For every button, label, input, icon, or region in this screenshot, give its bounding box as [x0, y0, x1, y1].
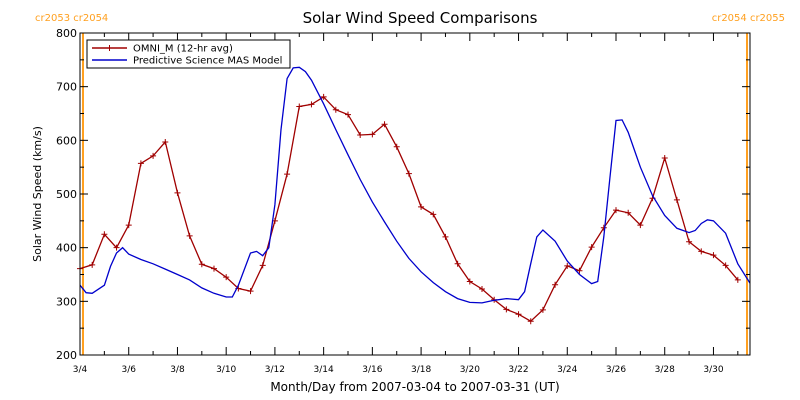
x-tick-label: 3/22 — [508, 365, 528, 375]
legend: OMNI_M (12-hr avg)Predictive Science MAS… — [86, 39, 291, 69]
omni-data-point — [637, 222, 644, 229]
omni-data-point — [734, 276, 741, 283]
y-tick-label: 200 — [56, 349, 77, 362]
omni-data-point — [527, 318, 534, 325]
omni-data-point — [698, 248, 705, 255]
x-tick-label: 3/14 — [314, 365, 334, 375]
x-axis-label: Month/Day from 2007-03-04 to 2007-03-31 … — [270, 380, 559, 394]
x-tick-label: 3/24 — [557, 365, 577, 375]
y-tick-label: 700 — [56, 81, 77, 94]
omni-data-point — [539, 306, 546, 313]
omni-data-point — [137, 160, 144, 167]
omni-data-point — [405, 170, 412, 177]
omni-data-point — [320, 93, 327, 100]
legend-marker-omni — [106, 45, 113, 51]
x-tick-label: 3/20 — [460, 365, 480, 375]
omni-data-point — [430, 211, 437, 218]
omni-data-point — [588, 244, 595, 251]
omni-data-point — [600, 224, 607, 231]
y-tick-label: 600 — [56, 134, 77, 147]
carrington-label-left: cr2053 cr2054 — [35, 13, 108, 24]
omni-data-point — [345, 111, 351, 118]
omni-data-point — [369, 131, 376, 138]
y-axis-label: Solar Wind Speed (km/s) — [31, 126, 44, 262]
omni-data-point — [661, 155, 668, 162]
omni-data-point — [442, 233, 449, 240]
x-tick-label: 3/16 — [362, 365, 382, 375]
x-tick-label: 3/4 — [73, 365, 88, 375]
omni-data-point — [564, 262, 571, 269]
chart-title: Solar Wind Speed Comparisons — [303, 9, 538, 27]
omni-data-point — [381, 121, 388, 128]
omni-data-point — [125, 222, 132, 229]
plot-frame — [79, 32, 751, 356]
omni-data-point — [418, 203, 425, 210]
omni-data-point — [89, 261, 96, 268]
x-tick-label: 3/8 — [170, 365, 185, 375]
omni-data-point — [466, 278, 473, 285]
omni-data-point — [552, 281, 559, 288]
omni-data-point — [503, 306, 510, 313]
omni-data-point — [393, 143, 400, 150]
y-tick-label: 800 — [56, 27, 77, 40]
omni-data-point — [211, 265, 217, 272]
omni-data-point — [308, 101, 315, 108]
series-line-omni — [79, 96, 739, 323]
y-tick-label: 400 — [56, 242, 77, 255]
x-tick-label: 3/10 — [216, 365, 236, 375]
omni-data-point — [186, 232, 193, 239]
omni-data-point — [101, 231, 108, 238]
omni-data-point — [113, 244, 120, 251]
x-axis: 3/4 3/6 3/8 3/10 3/12 3/14 3/16 3/18 3/20 3/22 3/2… — [73, 33, 739, 375]
x-tick-label: 3/6 — [121, 365, 136, 375]
omni-data-point — [479, 285, 485, 292]
series-layer — [77, 66, 751, 325]
x-tick-label: 3/12 — [265, 365, 285, 375]
omni-data-point — [198, 261, 205, 268]
omni-data-point — [174, 189, 181, 196]
y-tick-label: 300 — [56, 295, 77, 308]
omni-data-point — [454, 260, 461, 267]
omni-data-point — [296, 103, 303, 110]
omni-data-point — [686, 238, 693, 245]
x-tick-label: 3/18 — [411, 365, 431, 375]
omni-data-point — [625, 209, 632, 216]
legend-box — [86, 39, 291, 69]
carrington-label-right: cr2054 cr2055 — [712, 13, 785, 24]
omni-data-point — [722, 262, 729, 269]
omni-data-point — [223, 274, 230, 281]
omni-data-point — [515, 311, 522, 318]
y-tick-label: 500 — [56, 188, 77, 201]
omni-data-point — [357, 131, 364, 138]
series-line-mas-model — [79, 66, 751, 304]
omni-data-point — [332, 106, 339, 113]
x-tick-label: 3/28 — [655, 365, 675, 375]
omni-data-point — [576, 267, 583, 274]
carrington-boundaries — [82, 33, 748, 355]
omni-data-point — [284, 171, 291, 178]
omni-data-point — [259, 262, 266, 269]
omni-data-point — [673, 196, 680, 203]
x-tick-label: 3/26 — [606, 365, 626, 375]
legend-label-mas-model: Predictive Science MAS Model — [133, 56, 282, 67]
x-tick-label: 3/30 — [703, 365, 723, 375]
omni-data-point — [150, 152, 157, 159]
y-axis: 200 300 400 500 600 700 800 — [56, 27, 750, 362]
omni-data-point — [613, 207, 619, 214]
omni-data-point — [247, 288, 254, 295]
omni-data-point — [710, 252, 717, 259]
omni-data-point — [162, 138, 169, 145]
legend-label-omni: OMNI_M (12-hr avg) — [133, 44, 233, 55]
